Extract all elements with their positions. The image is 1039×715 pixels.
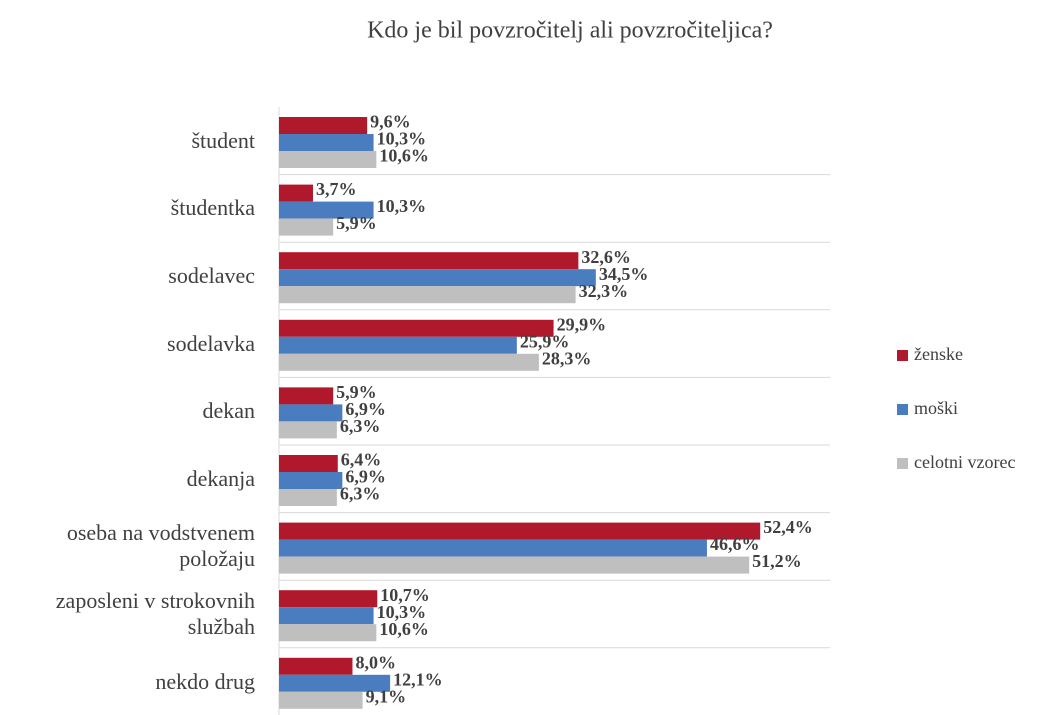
- legend-swatch: [897, 458, 908, 469]
- bar: [279, 522, 761, 540]
- category-label: nekdo drug: [155, 668, 255, 694]
- category-label: sodelavec: [168, 262, 255, 288]
- data-label: 6,9%: [345, 467, 386, 487]
- legend-label: celotni vzorec: [914, 452, 1015, 472]
- bar: [279, 336, 517, 354]
- bar: [279, 286, 576, 304]
- chart-title: Kdo je bil povzročitelj ali povzročitelj…: [367, 18, 773, 44]
- bar: [279, 539, 707, 557]
- data-label: 9,1%: [366, 686, 407, 706]
- data-label: 32,6%: [581, 247, 631, 267]
- bar: [279, 117, 368, 134]
- category-label: študent: [191, 127, 255, 153]
- data-label: 10,7%: [380, 585, 430, 605]
- data-label: 12,1%: [393, 669, 443, 689]
- category-label: dekan: [202, 398, 255, 424]
- data-label: 10,6%: [379, 619, 429, 639]
- data-label: 32,3%: [579, 281, 629, 301]
- bar: [279, 218, 334, 236]
- bar: [279, 657, 353, 675]
- category-label: oseba na vodstvenem položaju: [66, 520, 255, 572]
- data-label: 34,5%: [599, 264, 649, 284]
- data-label: 25,9%: [520, 331, 570, 351]
- legend-label: moški: [914, 398, 958, 418]
- data-label: 5,9%: [336, 213, 377, 233]
- bar: [279, 404, 343, 422]
- bar: [279, 674, 391, 692]
- category-label: sodelavka: [167, 330, 255, 356]
- data-label: 8,0%: [355, 652, 396, 672]
- data-label: 10,3%: [377, 129, 427, 149]
- data-label: 51,2%: [752, 551, 802, 571]
- bar: [279, 590, 378, 608]
- data-label: 6,9%: [345, 399, 386, 419]
- bar: [279, 455, 338, 472]
- bar: [279, 269, 596, 287]
- data-label: 6,3%: [340, 484, 381, 504]
- bar: [279, 556, 750, 574]
- bar: [279, 184, 313, 202]
- data-label: 6,4%: [341, 450, 382, 470]
- bar: [279, 319, 554, 337]
- category-label: dekanja: [186, 465, 255, 491]
- bar: [279, 151, 377, 168]
- bar: [279, 624, 377, 642]
- bar: [279, 252, 579, 270]
- data-label: 6,3%: [340, 416, 381, 436]
- data-label: 3,7%: [316, 179, 357, 199]
- bar: [279, 353, 539, 371]
- data-label: 52,4%: [763, 517, 813, 537]
- category-label: študentka: [170, 195, 255, 221]
- legend-swatch: [897, 404, 908, 415]
- bar: [279, 201, 374, 219]
- bar: [279, 421, 337, 439]
- legend-label: ženske: [914, 344, 963, 364]
- bar: [279, 387, 334, 405]
- data-label: 29,9%: [557, 314, 607, 334]
- data-label: 46,6%: [710, 534, 760, 554]
- bar: [279, 607, 374, 625]
- bar: [279, 489, 337, 506]
- bar: [279, 691, 363, 709]
- bar: [279, 472, 343, 489]
- data-label: 10,3%: [377, 196, 427, 216]
- legend-swatch: [897, 350, 908, 361]
- data-label: 9,6%: [370, 112, 411, 132]
- bar: [279, 134, 374, 151]
- data-label: 10,3%: [377, 602, 427, 622]
- data-label: 5,9%: [336, 382, 377, 402]
- data-label: 10,6%: [379, 146, 429, 166]
- category-label: zaposleni v strokovnih službah: [55, 587, 255, 639]
- data-label: 28,3%: [542, 348, 592, 368]
